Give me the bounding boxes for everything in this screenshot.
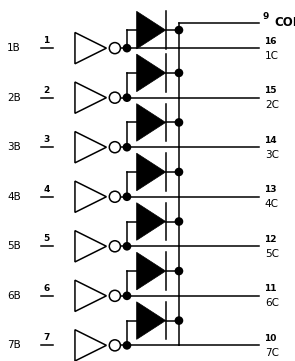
Text: 2B: 2B (7, 93, 21, 103)
Circle shape (175, 217, 183, 226)
Circle shape (175, 316, 183, 325)
Text: 14: 14 (263, 136, 276, 145)
Text: 12: 12 (263, 235, 276, 244)
Circle shape (109, 241, 120, 252)
Text: 7B: 7B (7, 340, 21, 351)
Text: 9: 9 (262, 12, 269, 21)
Circle shape (123, 143, 131, 152)
Circle shape (109, 340, 120, 351)
Text: 11: 11 (263, 284, 276, 293)
Text: 16: 16 (263, 37, 276, 46)
Text: 5: 5 (44, 234, 50, 243)
Text: 7: 7 (44, 334, 50, 343)
Polygon shape (137, 54, 165, 92)
Text: COM: COM (274, 16, 295, 29)
Circle shape (175, 168, 183, 176)
Circle shape (123, 242, 131, 251)
Circle shape (123, 291, 131, 300)
Text: 3C: 3C (265, 149, 279, 160)
Polygon shape (137, 252, 165, 290)
Circle shape (175, 26, 183, 34)
Polygon shape (137, 104, 165, 141)
Text: 1: 1 (44, 36, 50, 45)
Polygon shape (137, 203, 165, 240)
Circle shape (175, 69, 183, 77)
Polygon shape (137, 302, 165, 339)
Text: 1C: 1C (265, 51, 279, 61)
Circle shape (175, 118, 183, 127)
Text: 13: 13 (263, 185, 276, 194)
Text: 4: 4 (44, 185, 50, 194)
Circle shape (109, 43, 120, 54)
Text: 3: 3 (44, 135, 50, 144)
Polygon shape (137, 153, 165, 191)
Circle shape (123, 44, 131, 52)
Circle shape (109, 191, 120, 202)
Text: 7C: 7C (265, 348, 279, 358)
Polygon shape (137, 11, 165, 49)
Text: 10: 10 (263, 334, 276, 343)
Text: 2: 2 (44, 86, 50, 95)
Text: 6: 6 (44, 284, 50, 293)
Text: 4B: 4B (7, 192, 21, 202)
Text: 15: 15 (263, 86, 276, 95)
Text: 6B: 6B (7, 291, 21, 301)
Text: 6C: 6C (265, 298, 279, 308)
Text: 4C: 4C (265, 199, 279, 209)
Text: 2C: 2C (265, 100, 279, 110)
Text: 1B: 1B (7, 43, 21, 53)
Circle shape (175, 267, 183, 275)
Circle shape (123, 341, 131, 350)
Text: 5C: 5C (265, 249, 279, 259)
Circle shape (109, 290, 120, 301)
Circle shape (109, 142, 120, 153)
Text: 5B: 5B (7, 241, 21, 251)
Text: 3B: 3B (7, 142, 21, 152)
Circle shape (123, 93, 131, 102)
Circle shape (123, 192, 131, 201)
Circle shape (109, 92, 120, 103)
